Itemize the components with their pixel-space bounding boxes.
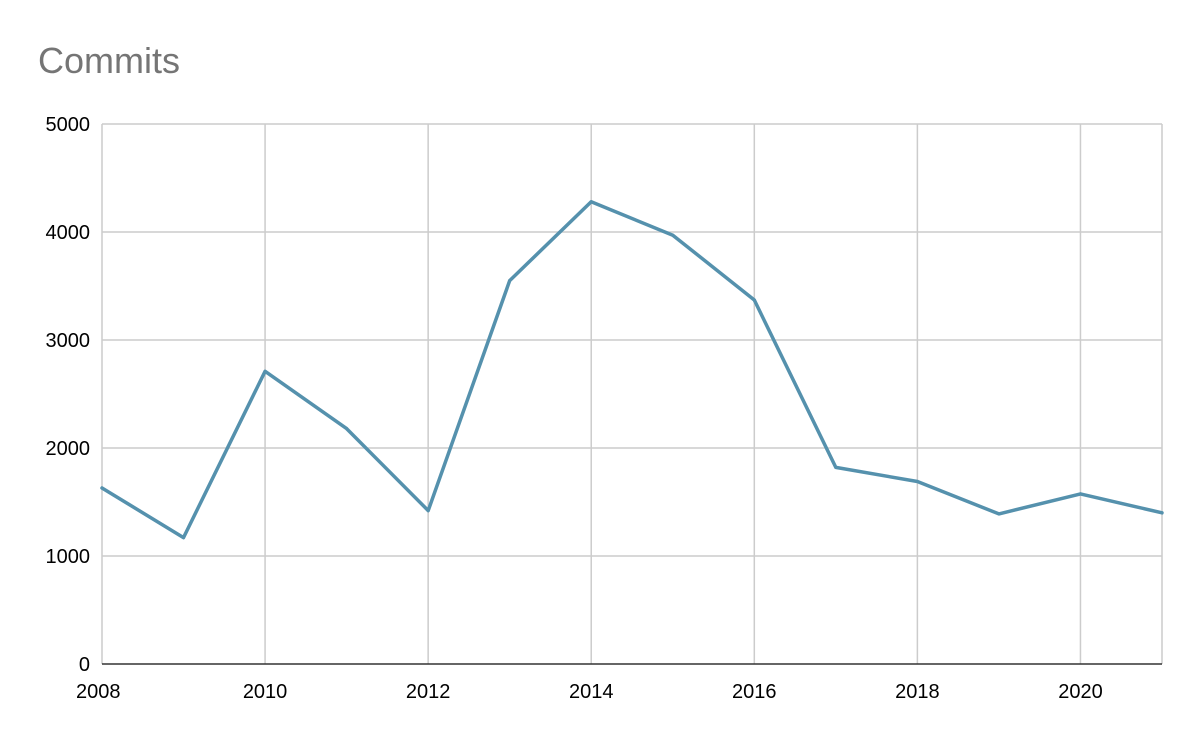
series-line: [100, 200, 1164, 540]
x-tick-label: 2020: [1058, 681, 1103, 703]
x-tick-label: 2016: [732, 681, 777, 703]
x-tick-label: 2008: [76, 681, 121, 703]
x-tick-label: 2018: [895, 681, 940, 703]
data-point: [345, 427, 349, 431]
data-point: [589, 200, 593, 204]
data-point: [834, 465, 838, 469]
data-point: [508, 279, 512, 283]
data-point: [915, 479, 919, 483]
y-tick-label: 5000: [46, 114, 91, 136]
x-tick-label: 2014: [569, 681, 614, 703]
data-point: [997, 512, 1001, 516]
tick-labels: 0 1000 2000 3000 4000 5000 2008 2010 2012 2014 201…: [46, 114, 1103, 703]
data-point: [263, 369, 267, 373]
data-point: [1160, 511, 1164, 515]
grid-lines: [101, 123, 1163, 664]
data-point: [182, 536, 186, 540]
y-tick-label: 1000: [46, 546, 91, 568]
y-tick-label: 4000: [46, 222, 91, 244]
data-point: [671, 233, 675, 237]
series-lines: [100, 200, 1164, 540]
x-tick-label: 2012: [406, 681, 451, 703]
data-point: [100, 486, 104, 490]
chart-title: Commits: [38, 40, 180, 81]
x-tick-label: 2010: [243, 681, 288, 703]
data-point: [1078, 492, 1082, 496]
y-tick-label: 3000: [46, 330, 91, 352]
data-point: [426, 509, 430, 513]
y-tick-label: 2000: [46, 438, 91, 460]
data-point: [752, 298, 756, 302]
y-tick-label: 0: [79, 654, 90, 676]
